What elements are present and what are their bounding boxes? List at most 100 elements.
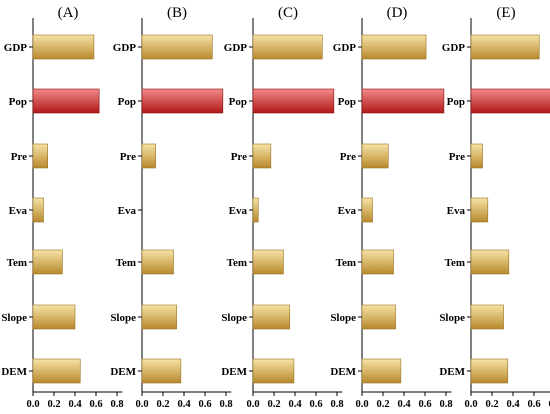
x-tick-label-c-4: 0.8	[330, 399, 343, 410]
x-tick-label-c-0: 0.0	[246, 399, 259, 410]
panel-title-b: (B)	[167, 5, 187, 21]
bar-e-dem	[470, 358, 509, 384]
panel-c: (C) GDP Pop Pre Eva Tem Slope DEM 0.0 0.2 0.4 0.6 0.…	[221, 5, 343, 410]
category-label-d-slope: Slope	[330, 312, 356, 324]
x-tick-label-a-2: 0.4	[68, 399, 82, 410]
category-label-b-pop: Pop	[118, 96, 136, 108]
bar-d-gdp	[361, 34, 427, 60]
panel-d: (D) GDP Pop Pre Eva Tem Slope DEM 0.0 0.2 0.4 0.6 0.…	[330, 5, 452, 410]
x-tick-label-a-0: 0.0	[26, 399, 39, 410]
bar-a-gdp	[32, 34, 95, 60]
category-label-c-gdp: GDP	[224, 42, 248, 54]
category-label-a-eva: Eva	[9, 205, 28, 217]
bar-b-slope	[141, 304, 177, 330]
panel-b: (B) GDP Pop Pre Eva Tem Slope DEM 0.0 0.2 0.4 0.6 0.…	[110, 5, 232, 410]
category-label-c-pop: Pop	[229, 96, 247, 108]
x-tick-label-a-4: 0.8	[110, 399, 123, 410]
x-tick-label-a-1: 0.2	[47, 399, 60, 410]
x-tick-label-b-2: 0.4	[177, 399, 191, 410]
category-label-d-gdp: GDP	[333, 42, 357, 54]
bar-c-slope	[252, 304, 291, 330]
bar-d-dem	[361, 358, 402, 384]
x-tick-label-d-1: 0.2	[376, 399, 389, 410]
panel-title-a: (A)	[58, 5, 79, 21]
category-label-b-gdp: GDP	[113, 42, 137, 54]
panel-title-d: (D)	[387, 5, 408, 21]
category-label-b-slope: Slope	[110, 312, 136, 324]
bar-d-slope	[361, 304, 396, 330]
category-label-e-gdp: GDP	[442, 42, 466, 54]
panel-title-c: (C)	[278, 5, 298, 21]
bar-d-tem	[361, 249, 394, 275]
x-tick-label-b-1: 0.2	[156, 399, 169, 410]
bar-e-slope	[470, 304, 504, 330]
bar-e-eva	[470, 197, 489, 223]
category-label-c-pre: Pre	[231, 151, 247, 163]
x-tick-label-c-1: 0.2	[267, 399, 280, 410]
x-tick-label-a-3: 0.6	[89, 399, 102, 410]
category-label-a-slope: Slope	[1, 312, 27, 324]
bar-c-eva	[252, 197, 259, 223]
bar-b-dem	[141, 358, 182, 384]
bar-a-pop	[32, 88, 100, 114]
panel-title-e: (E)	[496, 5, 515, 21]
bar-c-dem	[252, 358, 295, 384]
x-tick-label-e-2: 0.4	[506, 399, 520, 410]
panel-e: (E) GDP Pop Pre Eva Tem Slope DEM 0.0 0.2 0.4 0.6 0.…	[439, 5, 550, 410]
bar-d-pop	[361, 88, 445, 114]
bar-b-pre	[141, 143, 156, 169]
category-label-b-dem: DEM	[110, 366, 136, 378]
category-label-c-dem: DEM	[221, 366, 247, 378]
x-tick-label-e-0: 0.0	[464, 399, 477, 410]
bar-c-tem	[252, 249, 284, 275]
category-label-e-eva: Eva	[447, 205, 466, 217]
category-label-a-pop: Pop	[9, 96, 27, 108]
category-label-e-slope: Slope	[439, 312, 465, 324]
category-label-e-tem: Tem	[445, 257, 465, 269]
x-tick-label-b-4: 0.8	[219, 399, 232, 410]
x-tick-label-b-0: 0.0	[135, 399, 148, 410]
bar-e-tem	[470, 249, 510, 275]
category-label-d-tem: Tem	[336, 257, 356, 269]
bar-a-dem	[32, 358, 81, 384]
category-label-e-pop: Pop	[447, 96, 465, 108]
x-tick-label-e-3: 0.6	[527, 399, 540, 410]
panel-a: (A) GDP Pop Pre Eva Tem Slope DEM 0.0 0.2 0.4 0.6 0.…	[1, 5, 123, 410]
x-tick-label-e-4: 0.8	[548, 399, 550, 410]
category-label-d-eva: Eva	[338, 205, 357, 217]
x-tick-label-c-3: 0.6	[309, 399, 322, 410]
category-label-b-tem: Tem	[116, 257, 136, 269]
bar-a-eva	[32, 197, 44, 223]
bar-a-slope	[32, 304, 76, 330]
category-label-a-tem: Tem	[7, 257, 27, 269]
category-label-a-pre: Pre	[11, 151, 27, 163]
category-label-d-pop: Pop	[338, 96, 356, 108]
bar-b-gdp	[141, 34, 213, 60]
category-label-e-pre: Pre	[449, 151, 465, 163]
category-label-e-dem: DEM	[439, 366, 465, 378]
category-label-b-eva: Eva	[118, 205, 137, 217]
x-tick-label-d-4: 0.8	[439, 399, 452, 410]
bar-e-gdp	[470, 34, 540, 60]
category-label-a-dem: DEM	[1, 366, 27, 378]
x-tick-label-d-0: 0.0	[355, 399, 368, 410]
bar-c-pop	[252, 88, 335, 114]
x-tick-label-b-3: 0.6	[198, 399, 211, 410]
bar-d-pre	[361, 143, 389, 169]
bar-b-pop	[141, 88, 224, 114]
x-tick-label-e-1: 0.2	[485, 399, 498, 410]
bar-d-eva	[361, 197, 373, 223]
x-tick-label-d-2: 0.4	[397, 399, 411, 410]
category-label-b-pre: Pre	[120, 151, 136, 163]
bar-a-tem	[32, 249, 63, 275]
category-label-d-dem: DEM	[330, 366, 356, 378]
bar-b-tem	[141, 249, 174, 275]
category-label-c-slope: Slope	[221, 312, 247, 324]
category-label-a-gdp: GDP	[4, 42, 28, 54]
bar-e-pre	[470, 143, 483, 169]
category-label-c-eva: Eva	[229, 205, 248, 217]
bar-a-pre	[32, 143, 48, 169]
x-tick-label-d-3: 0.6	[418, 399, 431, 410]
bar-c-gdp	[252, 34, 323, 60]
